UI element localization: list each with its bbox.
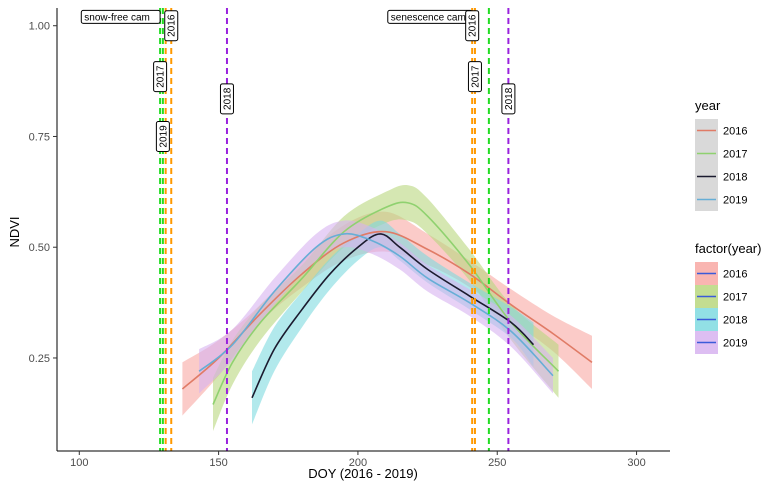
annotation-box: [164, 10, 179, 42]
annotation-1: senescence cam: [387, 9, 473, 24]
band-2019: [199, 220, 553, 394]
annotation-text: 2018: [222, 87, 233, 110]
annotation-7: 2017: [467, 61, 482, 93]
annotation-4: 2019: [155, 120, 170, 152]
line-2019: [198, 232, 554, 377]
legend-label: 2019: [723, 338, 747, 350]
annotation-2: 2016: [164, 10, 179, 42]
y-tick-label: 0.50: [29, 242, 50, 254]
legend-label: 2018: [723, 315, 747, 327]
annotation-labels: snow-free cam senescence cam2016201720192…: [80, 9, 516, 152]
annotation-6: 2016: [465, 10, 480, 42]
annotation-text: 2019: [158, 125, 169, 148]
annotation-text: senescence cam: [391, 12, 466, 23]
annotation-3: 2017: [153, 61, 168, 93]
annotation-box: [501, 83, 516, 115]
y-axis-title: NDVI: [7, 216, 22, 247]
annotation-box: [80, 9, 161, 24]
annotation-text: 2017: [156, 65, 167, 88]
legend-label: 2019: [723, 195, 747, 207]
band-2018: [252, 220, 534, 425]
legend-title-factor-year: factor(year): [695, 241, 761, 256]
x-axis-title: DOY (2016 - 2019): [308, 466, 418, 481]
y-tick-label: 1.00: [29, 21, 50, 33]
legend: year 2016 2017 2018 2019 factor(year) 2016 2017…: [695, 98, 761, 354]
series-lines: [181, 201, 593, 405]
annotation-box: [467, 61, 482, 93]
annotation-8: 2018: [501, 83, 516, 115]
annotation-text: 2018: [504, 87, 515, 110]
annotation-box: [153, 61, 168, 93]
y-tick-label: 0.25: [29, 353, 50, 365]
legend-title-year: year: [695, 98, 721, 113]
x-tick-label: 100: [70, 457, 88, 469]
y-tick-label: 0.75: [29, 131, 50, 143]
legend-label: 2018: [723, 172, 747, 184]
legend-label: 2016: [723, 269, 747, 281]
annotation-text: snow-free cam: [84, 12, 150, 23]
annotation-box: [155, 120, 170, 152]
annotation-0: snow-free cam: [80, 9, 161, 24]
annotation-text: 2016: [167, 14, 178, 37]
x-tick-label: 200: [349, 457, 367, 469]
legend-label: 2016: [723, 126, 747, 138]
x-tick-label: 250: [488, 457, 506, 469]
legend-label: 2017: [723, 149, 747, 161]
annotation-5: 2018: [219, 83, 234, 115]
annotation-text: 2016: [468, 14, 479, 37]
annotation-text: 2017: [470, 65, 481, 88]
annotation-box: [219, 83, 234, 115]
x-tick-label: 150: [209, 457, 227, 469]
line-2018: [251, 233, 535, 399]
annotation-box: [465, 10, 480, 42]
confidence-bands: [182, 184, 592, 432]
line-2017: [212, 201, 560, 405]
legend-label: 2017: [723, 292, 747, 304]
axes: 100 150 200 250 300 0.25 0.50 0.75 1.00: [29, 8, 670, 469]
x-tick-label: 300: [627, 457, 645, 469]
